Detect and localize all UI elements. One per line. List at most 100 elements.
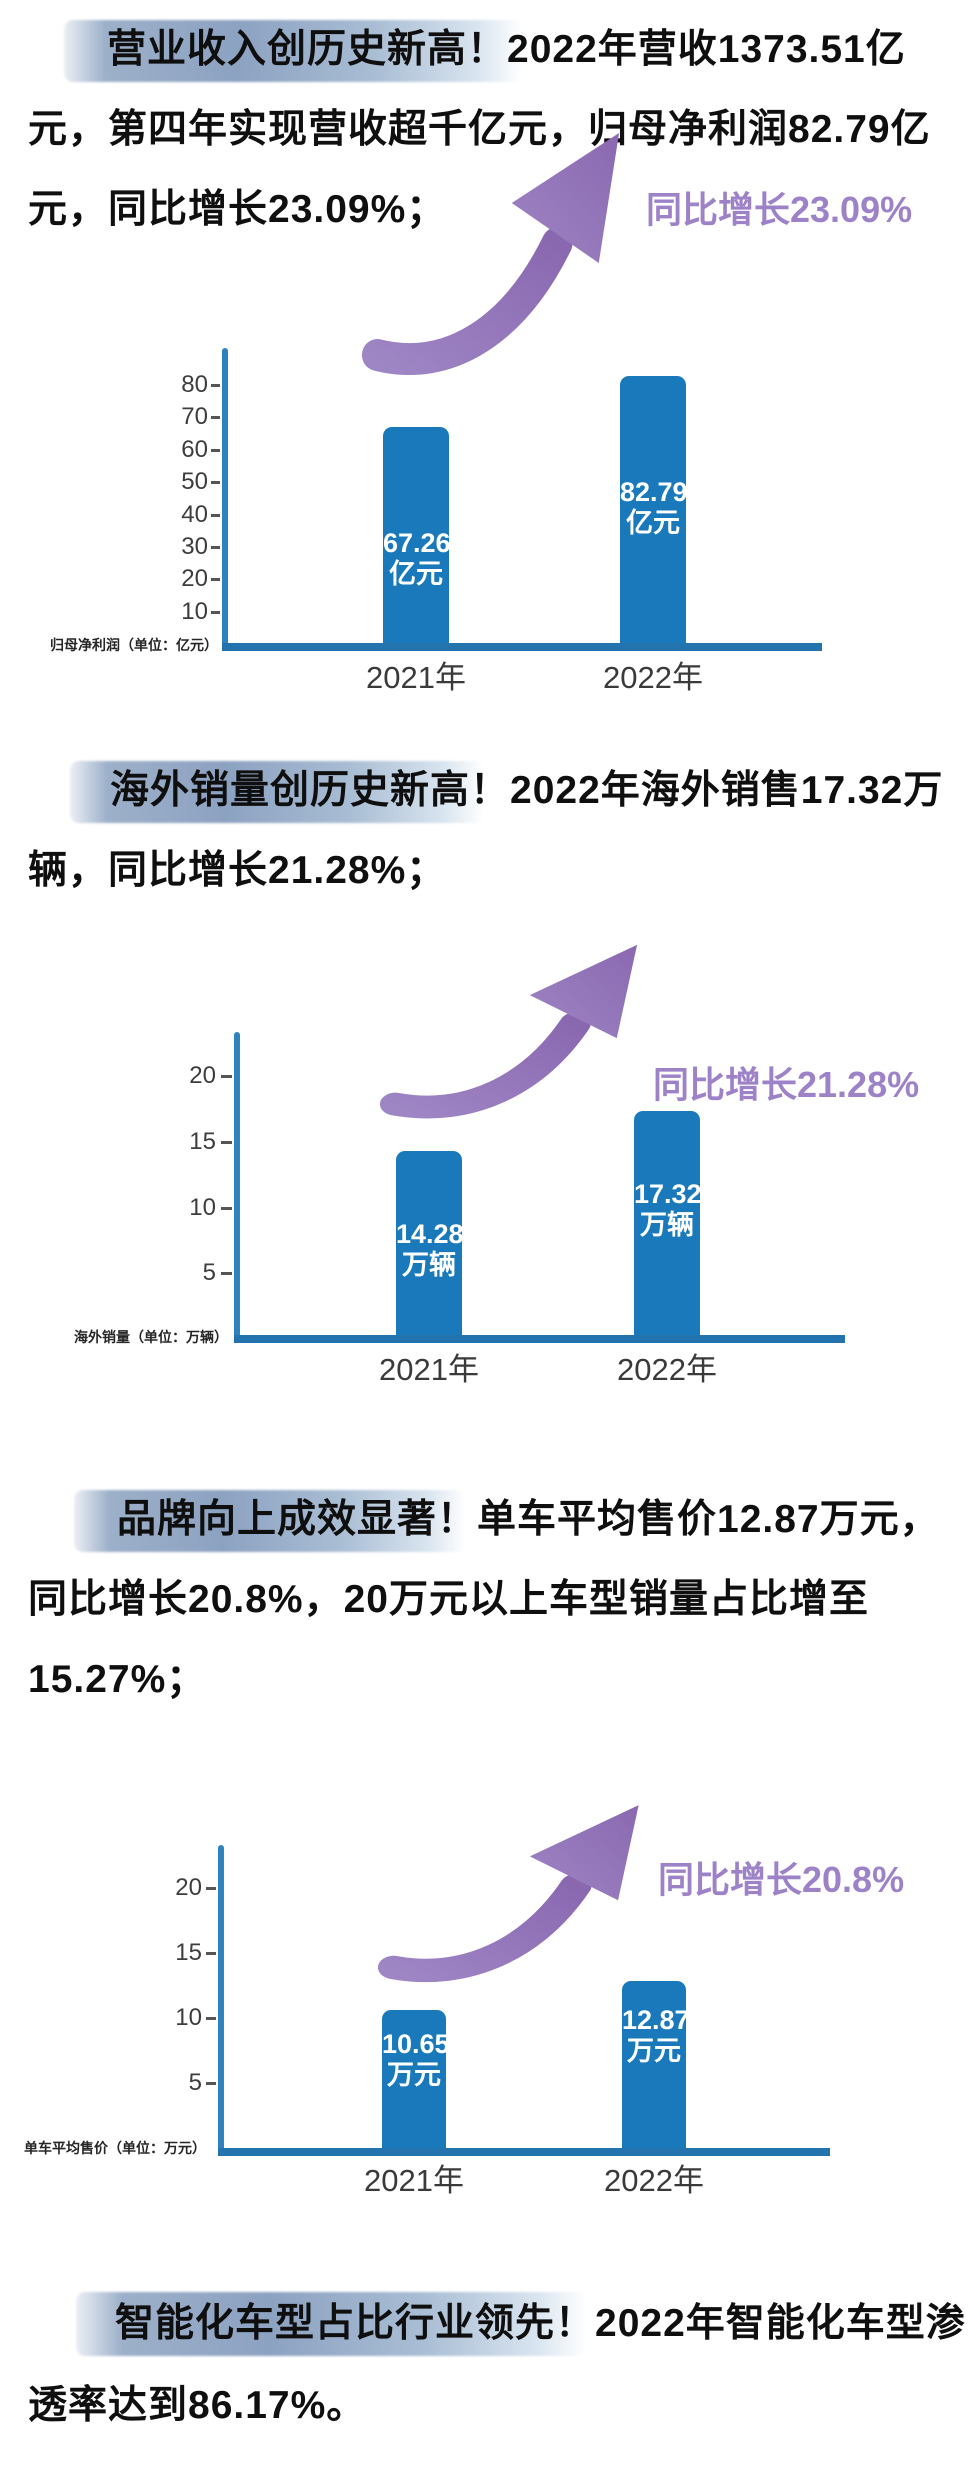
chart3-bar-2022-label: 12.87 万元: [622, 2005, 690, 2067]
chart2-xtick-2022: 2022年: [617, 1352, 717, 1387]
section3-heading-line1: 品牌向上成效显著！单车平均售价12.87万元，: [117, 1496, 940, 1544]
chart2-ytick-mark: [221, 1141, 232, 1144]
chart1-ytick-label: 10: [181, 598, 208, 625]
chart2-bar-2022-label: 17.32 万辆: [634, 1179, 702, 1241]
chart2-bar-2021: [396, 1151, 462, 1340]
chart1-ytick-mark: [211, 546, 220, 549]
growth-arrow-icon: [378, 932, 668, 1140]
chart1-ytick-mark: [211, 578, 220, 581]
bar-value-unit: 万元: [387, 2060, 441, 2090]
chart2-xtick-2021: 2021年: [379, 1352, 479, 1387]
growth-arrow-icon: [376, 1792, 670, 2004]
bar-value: 67.26: [383, 528, 451, 558]
chart3-ytick-label: 15: [175, 1939, 202, 1966]
chart3-ytick-mark: [206, 2082, 216, 2085]
chart1-growth-annotation: 同比增长23.09%: [646, 189, 913, 230]
section4-highlight-text: 智能化车型占比行业领先！: [115, 2302, 596, 2345]
chart3-xtick-2022: 2022年: [604, 2163, 704, 2198]
chart1-ytick-label: 50: [181, 468, 208, 495]
chart1-ytick-mark: [211, 384, 220, 387]
chart1-ytick-mark: [211, 449, 220, 452]
section2-highlight-text: 海外销量创历史新高！: [110, 769, 511, 812]
heading-highlight-bar: [76, 2292, 586, 2356]
chart3-x-axis: [218, 2148, 830, 2156]
bar-value: 10.65: [382, 2029, 450, 2059]
chart2-axis-unit-label: 海外销量（单位：万辆）: [74, 1329, 228, 1345]
bar-value: 12.87: [622, 2005, 690, 2035]
section2-heading-line1: 海外销量创历史新高！2022年海外销售17.32万: [110, 767, 943, 815]
section2-line1-rest: 2022年海外销售17.32万: [510, 769, 944, 812]
chart2-ytick-label: 10: [189, 1194, 216, 1221]
chart1-ytick-mark: [211, 611, 220, 614]
section1-highlight-text: 营业收入创历史新高！: [107, 28, 508, 71]
chart2-ytick-mark: [221, 1075, 232, 1078]
chart2-ytick-label: 5: [202, 1259, 216, 1286]
heading-highlight-bar: [64, 20, 522, 82]
bar-value-unit: 亿元: [626, 508, 680, 538]
chart2-ytick-mark: [221, 1272, 232, 1275]
chart1-bar-2021-label: 67.26 亿元: [383, 528, 451, 590]
chart1-xtick-2022: 2022年: [603, 660, 703, 695]
section1-heading-line1: 营业收入创历史新高！2022年营收1373.51亿: [107, 26, 906, 74]
section3-heading-line2: 同比增长20.8%，20万元以上车型销量占比增至: [28, 1578, 869, 1621]
chart3-ytick-mark: [206, 1887, 216, 1890]
section1-heading-line2: 元，第四年实现营收超千亿元，归母净利润82.79亿: [28, 108, 931, 151]
chart3-ytick-label: 20: [175, 1874, 202, 1901]
chart1-ytick-label: 70: [181, 403, 208, 430]
chart1-ytick-label: 40: [181, 501, 208, 528]
section4-heading-line1: 智能化车型占比行业领先！2022年智能化车型渗: [115, 2300, 966, 2348]
chart1-xtick-2021: 2021年: [366, 660, 466, 695]
chart3-bar-2021-label: 10.65 万元: [382, 2029, 450, 2091]
chart1-ytick-label: 60: [181, 436, 208, 463]
chart1-bar-2021: [383, 427, 449, 648]
chart2-ytick-mark: [221, 1207, 232, 1210]
bar-value: 14.28: [396, 1219, 464, 1249]
chart3-ytick-label: 5: [188, 2069, 202, 2096]
chart1-axis-unit-label: 归母净利润（单位：亿元）: [50, 637, 218, 653]
bar-value-unit: 万辆: [402, 1250, 456, 1280]
chart1-y-axis: [222, 348, 228, 650]
bar-value-unit: 万辆: [640, 1210, 694, 1240]
bar-value-unit: 亿元: [389, 559, 443, 589]
chart3-ytick-mark: [206, 1952, 216, 1955]
chart1-bar-2022-label: 82.79 亿元: [620, 477, 688, 539]
section3-highlight-text: 品牌向上成效显著！: [117, 1498, 478, 1541]
chart1-bar-2022: [620, 376, 686, 648]
chart3-ytick-label: 10: [175, 2004, 202, 2031]
section4-line1-rest: 2022年智能化车型渗: [595, 2302, 966, 2345]
chart2-ytick-label: 15: [189, 1128, 216, 1155]
heading-highlight-bar: [70, 761, 484, 823]
chart2-bar-2021-label: 14.28 万辆: [396, 1219, 464, 1281]
chart3-growth-annotation: 同比增长20.8%: [658, 1859, 905, 1900]
section1-heading-line3: 元，同比增长23.09%；: [28, 188, 447, 231]
section4-heading-line2: 透率达到86.17%。: [28, 2384, 367, 2427]
growth-arrow-icon: [360, 115, 650, 405]
chart3-axis-unit-label: 单车平均售价（单位：万元）: [24, 2140, 206, 2156]
chart1-ytick-label: 30: [181, 533, 208, 560]
section3-line1-rest: 单车平均售价12.87万元，: [477, 1498, 940, 1541]
chart2-bar-2022: [634, 1111, 700, 1340]
bar-value-unit: 万元: [627, 2036, 681, 2066]
chart1-ytick-label: 80: [181, 371, 208, 398]
chart1-ytick-label: 20: [181, 565, 208, 592]
chart2-x-axis: [234, 1335, 845, 1343]
chart1-ytick-mark: [211, 481, 220, 484]
chart3-y-axis: [218, 1845, 224, 2156]
chart3-bar-2022: [622, 1981, 686, 2153]
chart2-growth-annotation: 同比增长21.28%: [653, 1064, 920, 1105]
section2-heading-line2: 辆，同比增长21.28%；: [28, 849, 447, 892]
chart3-ytick-mark: [206, 2017, 216, 2020]
chart3-bar-2021: [382, 2010, 446, 2153]
chart2-y-axis: [234, 1032, 240, 1343]
chart1-x-axis: [222, 643, 822, 651]
heading-highlight-bar: [74, 1490, 466, 1552]
chart1-ytick-mark: [211, 416, 220, 419]
chart2-ytick-label: 20: [189, 1062, 216, 1089]
chart1-ytick-mark: [211, 514, 220, 517]
section1-line1-rest: 2022年营收1373.51亿: [507, 28, 906, 71]
bar-value: 82.79: [620, 477, 688, 507]
section3-heading-line3: 15.27%；: [28, 1658, 207, 1701]
bar-value: 17.32: [634, 1179, 702, 1209]
chart3-xtick-2021: 2021年: [364, 2163, 464, 2198]
